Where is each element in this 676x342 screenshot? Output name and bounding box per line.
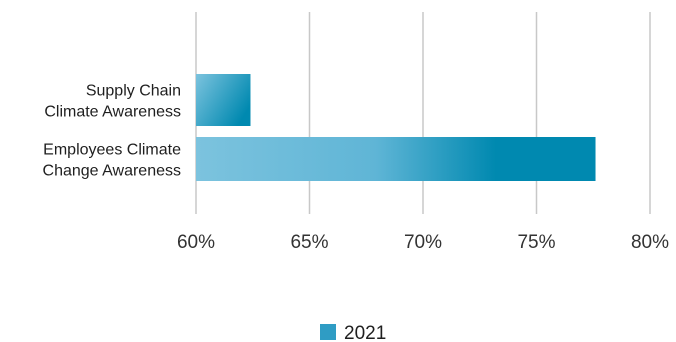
category-label-0-line-1: Climate Awareness [44, 104, 181, 121]
legend-label: 2021 [344, 323, 386, 342]
legend-swatch [320, 324, 336, 340]
gridlines [195, 12, 651, 214]
bar-1 [196, 137, 596, 181]
bars [196, 74, 596, 181]
x-tick-label-0: 60% [177, 232, 215, 253]
category-label-1-line-0: Employees Climate [43, 142, 181, 159]
bar-0 [196, 74, 251, 126]
x-tick-label-4: 80% [631, 232, 669, 253]
x-tick-label-1: 65% [290, 232, 328, 253]
x-tick-label-2: 70% [404, 232, 442, 253]
category-label-0-line-0: Supply Chain [86, 83, 181, 100]
category-label-1: Employees Climate Change Awareness [43, 142, 182, 180]
category-label-1-line-1: Change Awareness [43, 163, 181, 180]
x-axis-ticks: 60% 65% 70% 75% 80% [177, 232, 669, 253]
category-label-0: Supply Chain Climate Awareness [44, 83, 181, 121]
legend: 2021 [320, 323, 386, 342]
category-labels: Supply Chain Climate Awareness Employees C… [43, 83, 182, 180]
x-tick-label-3: 75% [517, 232, 555, 253]
